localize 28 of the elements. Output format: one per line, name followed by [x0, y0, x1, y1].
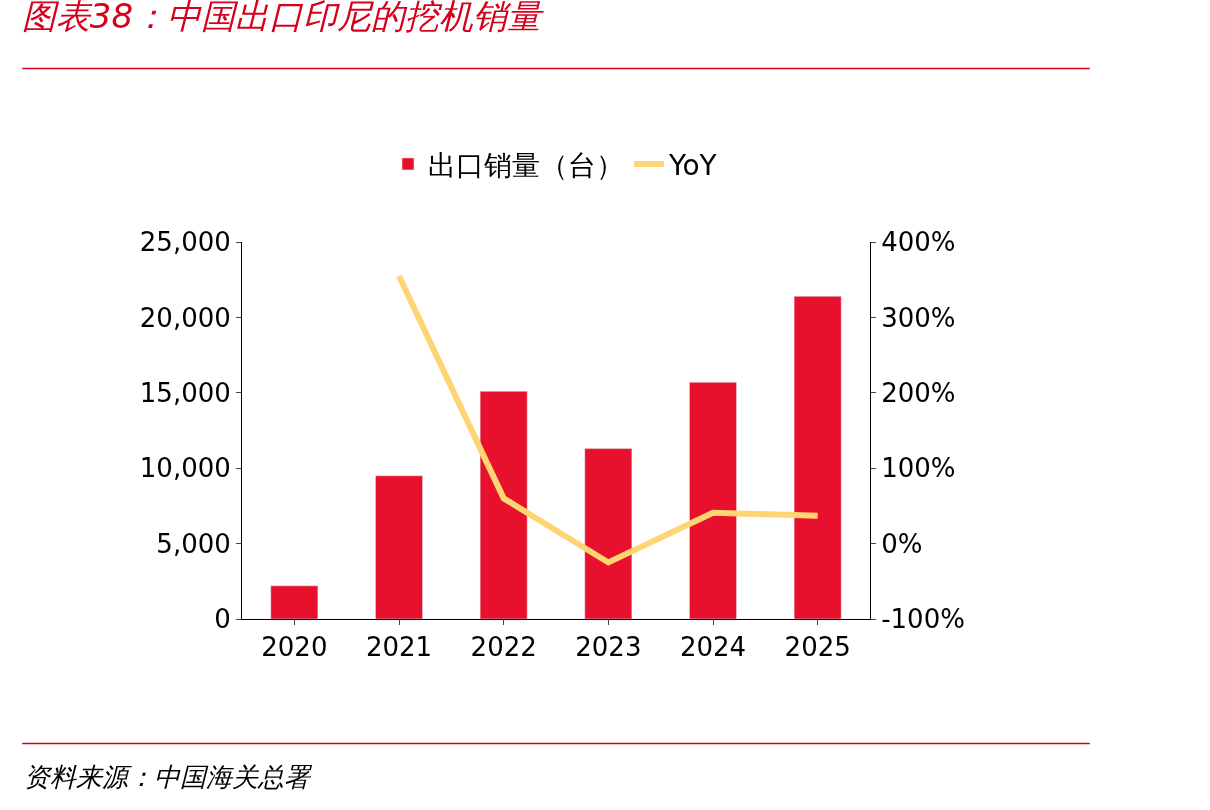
y2-tick-label: 400%: [881, 227, 956, 258]
legend-label: YoY: [668, 148, 718, 182]
y2-tick-label: 200%: [881, 377, 956, 408]
bar: [793, 296, 842, 619]
y2-tick-label: 100%: [881, 453, 956, 484]
y-tick-label: 0: [214, 604, 231, 635]
bar: [479, 391, 528, 619]
x-tick-label: 2021: [365, 632, 433, 663]
x-tick-label: 2022: [470, 632, 537, 663]
text: 资料来源：中国海关总署: [24, 762, 313, 792]
chart-title: 图表38：中国出口印尼的挖机销量: [21, 0, 545, 36]
bar: [584, 448, 633, 619]
y-tick-label: 25,000: [139, 227, 231, 258]
bar: [375, 475, 423, 619]
y2-tick-label: 0%: [881, 528, 923, 559]
y-tick-label: 5,000: [156, 528, 231, 559]
y-tick-label: 15,000: [139, 377, 231, 408]
x-tick-label: 2023: [575, 632, 642, 663]
bar: [270, 585, 319, 619]
legend-label: 出口销量（台）: [428, 148, 624, 182]
x-tick-label: 2024: [679, 632, 747, 663]
y2-tick-label: -100%: [881, 604, 965, 635]
x-tick-label: 2020: [261, 632, 328, 663]
y2-tick-label: 300%: [881, 302, 956, 333]
x-tick-label: 2025: [784, 632, 851, 663]
y-tick-label: 10,000: [139, 453, 231, 484]
bar: [689, 381, 737, 619]
y-tick-label: 20,000: [139, 302, 231, 333]
